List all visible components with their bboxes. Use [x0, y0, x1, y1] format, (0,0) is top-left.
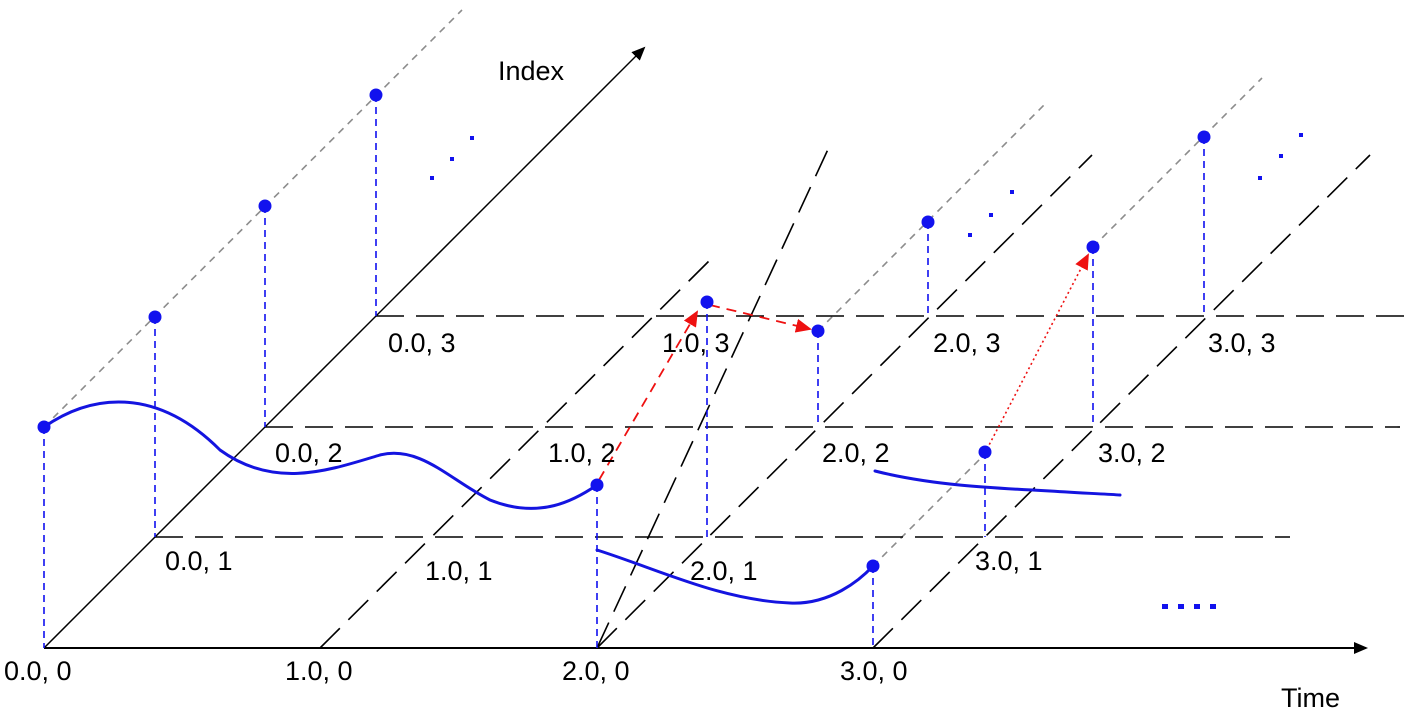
label-t3-i1: 3.0, 1 — [975, 546, 1043, 576]
label-t1-i3: 1.0, 3 — [662, 328, 730, 358]
signal-point — [921, 215, 935, 229]
index-level-lines — [155, 315, 1411, 538]
time-diagonal-3 — [596, 154, 1093, 649]
grid-labels: 0.0, 0 1.0, 0 2.0, 0 3.0, 0 0.0, 1 1.0, … — [4, 328, 1276, 686]
index-guide-t3-upper — [1092, 77, 1263, 248]
index-guide-lines — [43, 9, 1263, 567]
label-t2-i1: 2.0, 1 — [690, 556, 758, 586]
label-t1-i1: 1.0, 1 — [425, 556, 493, 586]
signal-point — [148, 310, 162, 324]
time-diagonal-1 — [319, 259, 711, 649]
event-arrows — [598, 253, 1089, 481]
index-axis — [43, 46, 646, 649]
signal-point — [590, 478, 604, 492]
signal-points — [37, 88, 1211, 573]
label-t2-i0: 2.0, 0 — [562, 656, 630, 686]
signal-point — [811, 324, 825, 338]
ellipsis-diagonal — [1258, 133, 1303, 180]
label-t0-i0: 0.0, 0 — [4, 656, 72, 686]
label-t0-i2: 0.0, 2 — [275, 438, 343, 468]
signal-segment-1 — [42, 400, 599, 510]
signal-point — [978, 445, 992, 459]
label-t2-i3: 2.0, 3 — [933, 328, 1001, 358]
signal-point — [1086, 240, 1100, 254]
label-t3-i2: 3.0, 2 — [1098, 438, 1166, 468]
index-axis-label: Index — [498, 56, 565, 86]
signal-point — [258, 199, 272, 213]
signal-point — [700, 295, 714, 309]
signal-point — [37, 420, 51, 434]
signal-segment-3 — [873, 469, 1122, 497]
signal-point — [866, 559, 880, 573]
label-t0-i3: 0.0, 3 — [388, 328, 456, 358]
ellipsis-horizontal — [1162, 604, 1216, 609]
index-guide-t3-lower — [872, 453, 986, 567]
drop-lines — [43, 95, 1205, 648]
event-arrow-3 — [986, 253, 1089, 450]
signal-curves — [42, 400, 1122, 605]
event-arrow-2 — [709, 304, 812, 333]
label-t1-i2: 1.0, 2 — [548, 438, 616, 468]
label-t1-i0: 1.0, 0 — [285, 656, 353, 686]
time-axis-label: Time — [1281, 683, 1340, 713]
label-t0-i1: 0.0, 1 — [165, 546, 233, 576]
signal-segment-2 — [595, 548, 875, 605]
signal-point — [1197, 130, 1211, 144]
label-t3-i0: 3.0, 0 — [840, 656, 908, 686]
ellipsis-marks — [430, 133, 1303, 609]
time-diagonal-4 — [872, 154, 1371, 649]
ellipsis-diagonal — [430, 136, 474, 180]
label-t3-i3: 3.0, 3 — [1208, 328, 1276, 358]
event-arrow-1 — [598, 310, 699, 481]
index-guide-t0 — [43, 9, 463, 428]
ellipsis-diagonal — [968, 190, 1014, 237]
label-t2-i2: 2.0, 2 — [822, 438, 890, 468]
signal-point — [369, 88, 383, 102]
